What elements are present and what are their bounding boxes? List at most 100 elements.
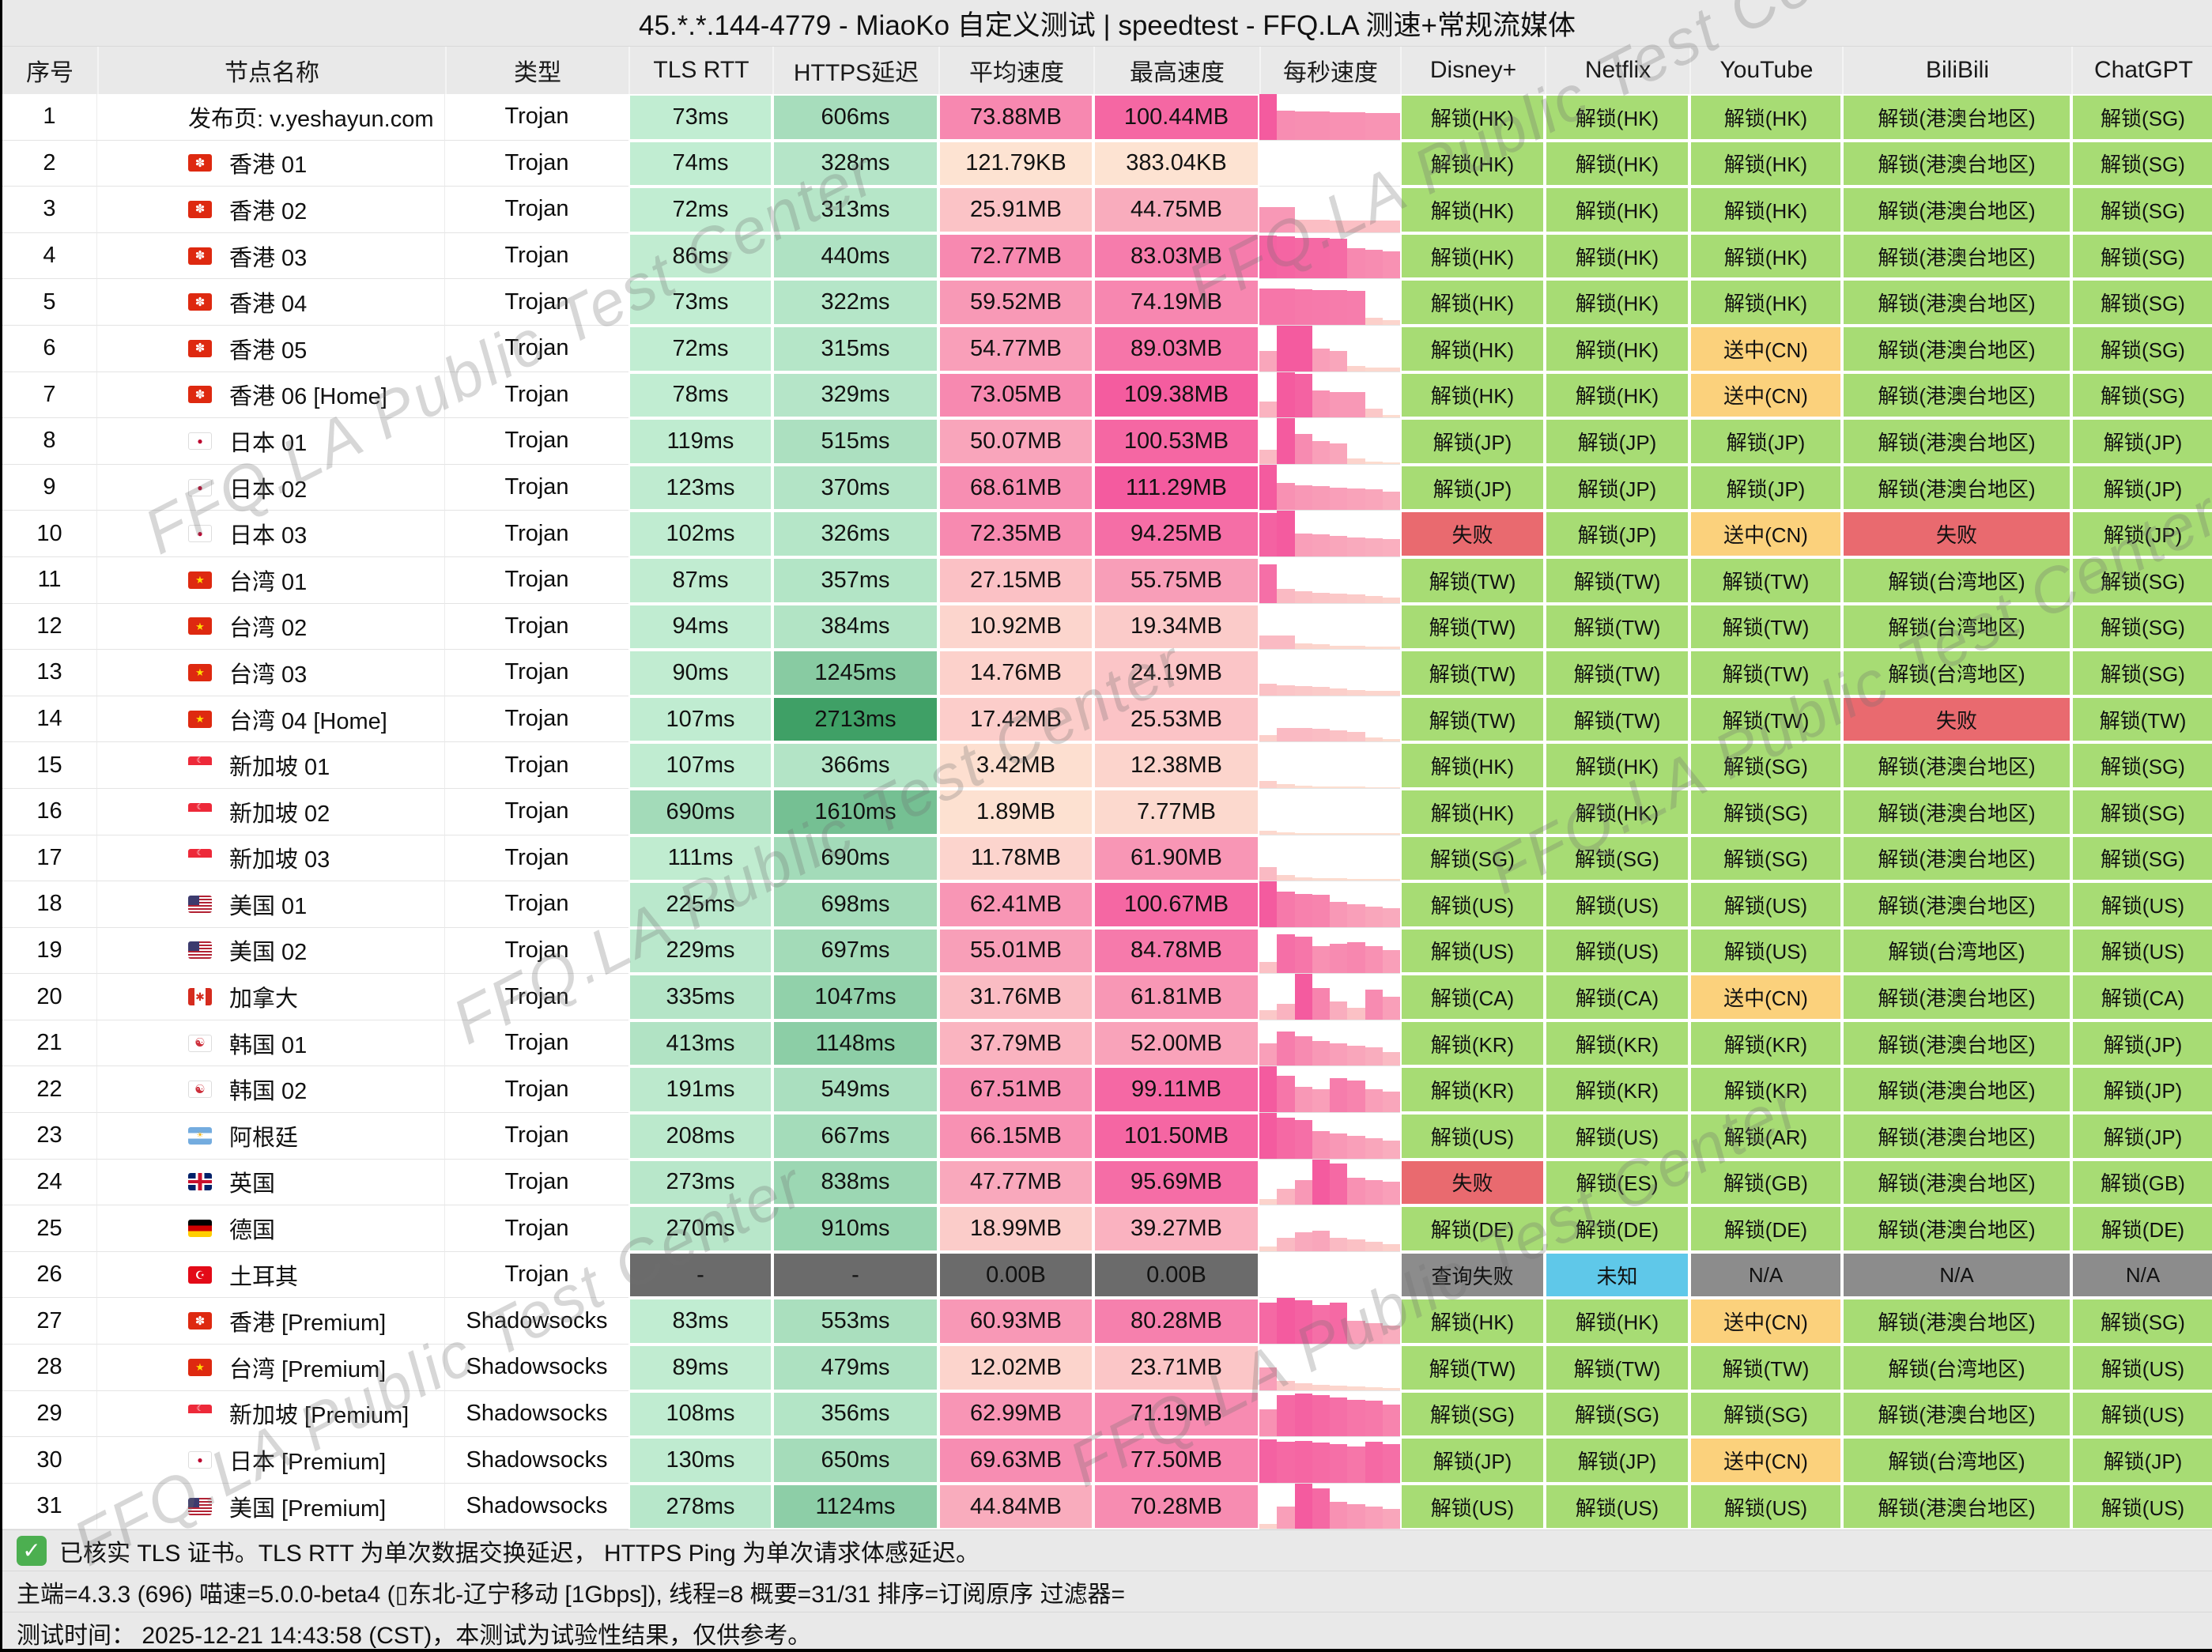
avg-speed: 62.41MB [938,881,1093,928]
row-index: 15 [2,742,97,789]
speed-bar [1330,290,1348,325]
speed-bar [1382,786,1400,788]
avg-speed: 1.89MB [938,788,1093,835]
speed-chart [1259,1020,1400,1067]
youtube-status: N/A [1689,1251,1842,1299]
node-type: Shadowsocks [445,1390,628,1438]
speed-bar [1259,450,1278,464]
table-row: 10 ● 日本 03 Trojan 102ms 326ms 72.35MB 94.25MB 失败… [2,511,2212,557]
speed-chart [1259,418,1400,465]
speed-bar [1347,594,1365,603]
tls-rtt: 89ms [628,1345,772,1391]
node-type: Trojan [445,140,628,187]
node-type: Trojan [445,927,628,975]
tls-rtt: 208ms [628,1113,772,1160]
speed-bar [1382,492,1400,511]
table-row: 16 ☾ 新加坡 02 Trojan 690ms 1610ms 1.89MB 7.77MB 解锁… [2,788,2212,835]
chatgpt-status: N/A [2071,1251,2212,1299]
node-name: 德国 [97,1205,445,1252]
table-row: 27 ✽ 香港 [Premium] Shadowsocks 83ms 553ms 60.93… [2,1298,2212,1345]
node-name-text: 香港 02 [229,198,308,224]
youtube-status: 解锁(TW) [1689,1345,1842,1391]
speed-bar [1259,881,1278,927]
max-speed: 23.71MB [1093,1345,1259,1391]
row-index: 27 [2,1298,97,1345]
youtube-status: 解锁(US) [1689,927,1842,975]
avg-speed: 54.77MB [938,325,1093,372]
tls-rtt: - [628,1251,772,1299]
speed-bar [1382,1244,1400,1251]
chatgpt-status: 解锁(JP) [2071,1020,2212,1067]
chatgpt-status: 解锁(US) [2071,1390,2212,1438]
tls-rtt: 94ms [628,603,772,651]
speed-bar [1259,1043,1278,1066]
node-name-text: 英国 [229,1171,276,1198]
speed-bar [1347,365,1365,372]
speed-chart [1259,372,1400,419]
speed-bar [1382,1182,1400,1205]
max-speed: 7.77MB [1093,788,1259,835]
bilibili-status: 解锁(港澳台地区) [1842,1390,2071,1438]
youtube-status: 解锁(TW) [1689,696,1842,743]
youtube-status: 送中(CN) [1689,1437,1842,1484]
speed-bar [1330,392,1348,418]
speed-bar [1382,220,1400,232]
row-index: 4 [2,232,97,280]
https-latency: 1124ms [772,1483,938,1530]
node-name-text: 香港 03 [229,245,308,271]
netflix-status: 解锁(US) [1545,881,1689,928]
flag-kr-icon: ☯ [188,1081,212,1099]
col-header-index: 序号 [26,60,74,86]
avg-speed: 25.91MB [938,187,1093,233]
table-row: 18 美国 01 Trojan 225ms 698ms 62.41MB 100.67MB 解锁… [2,881,2212,928]
youtube-status: 送中(CN) [1689,372,1842,419]
disney-status: 解锁(HK) [1400,94,1545,141]
speed-bar [1277,728,1295,742]
speed-bar [1259,1367,1278,1390]
node-name-text: 日本 02 [229,477,308,503]
row-index: 26 [2,1251,97,1299]
chatgpt-status: 解锁(SG) [2071,372,2212,419]
flag-jp-icon: ● [188,1451,212,1469]
speed-bar [1312,1488,1330,1529]
speed-bar [1294,325,1312,372]
speed-bar [1277,875,1295,881]
speed-bar [1294,237,1312,279]
speed-chart [1259,881,1400,928]
table-row: 6 ✽ 香港 05 Trojan 72ms 315ms 54.77MB 89.03MB 解锁(H… [2,325,2212,372]
speed-bar [1330,645,1348,650]
speed-bar [1347,1386,1365,1390]
speed-bar [1259,1247,1278,1251]
node-name-text: 德国 [229,1218,276,1244]
bilibili-status: 解锁(港澳台地区) [1842,1113,2071,1160]
speed-bar [1330,487,1348,511]
speed-bar [1294,1231,1312,1251]
youtube-status: 解锁(TW) [1689,556,1842,604]
youtube-status: 解锁(GB) [1689,1159,1842,1206]
speed-bar [1347,833,1365,835]
speed-chart [1259,1251,1400,1299]
speed-bar [1277,207,1295,232]
row-index: 1 [2,94,97,141]
tls-rtt: 111ms [628,835,772,882]
speed-bar [1347,1503,1365,1529]
speed-bar [1365,1323,1383,1345]
disney-status: 解锁(SG) [1400,835,1545,882]
node-name-text: 韩国 02 [229,1079,308,1105]
speed-bar [1382,251,1400,279]
tls-rtt: 73ms [628,279,772,326]
bilibili-status: 解锁(台湾地区) [1842,1437,2071,1484]
node-name: ● 日本 01 [97,418,445,465]
max-speed: 101.50MB [1093,1113,1259,1160]
netflix-status: 解锁(US) [1545,1113,1689,1160]
speed-bar [1382,320,1400,325]
max-speed: 61.81MB [1093,974,1259,1020]
flag-sg-icon: ☾ [188,756,212,775]
https-latency: 1610ms [772,788,938,835]
table-row: 2 ✽ 香港 01 Trojan 74ms 328ms 121.79KB 383.04KB 解锁… [2,140,2212,187]
table-row: 14 ★ 台湾 04 [Home] Trojan 107ms 2713ms 17.42MB 2… [2,696,2212,743]
node-type: Trojan [445,418,628,465]
speed-bar [1294,1300,1312,1345]
chatgpt-status: 解锁(US) [2071,1483,2212,1530]
speed-bar [1294,786,1312,788]
